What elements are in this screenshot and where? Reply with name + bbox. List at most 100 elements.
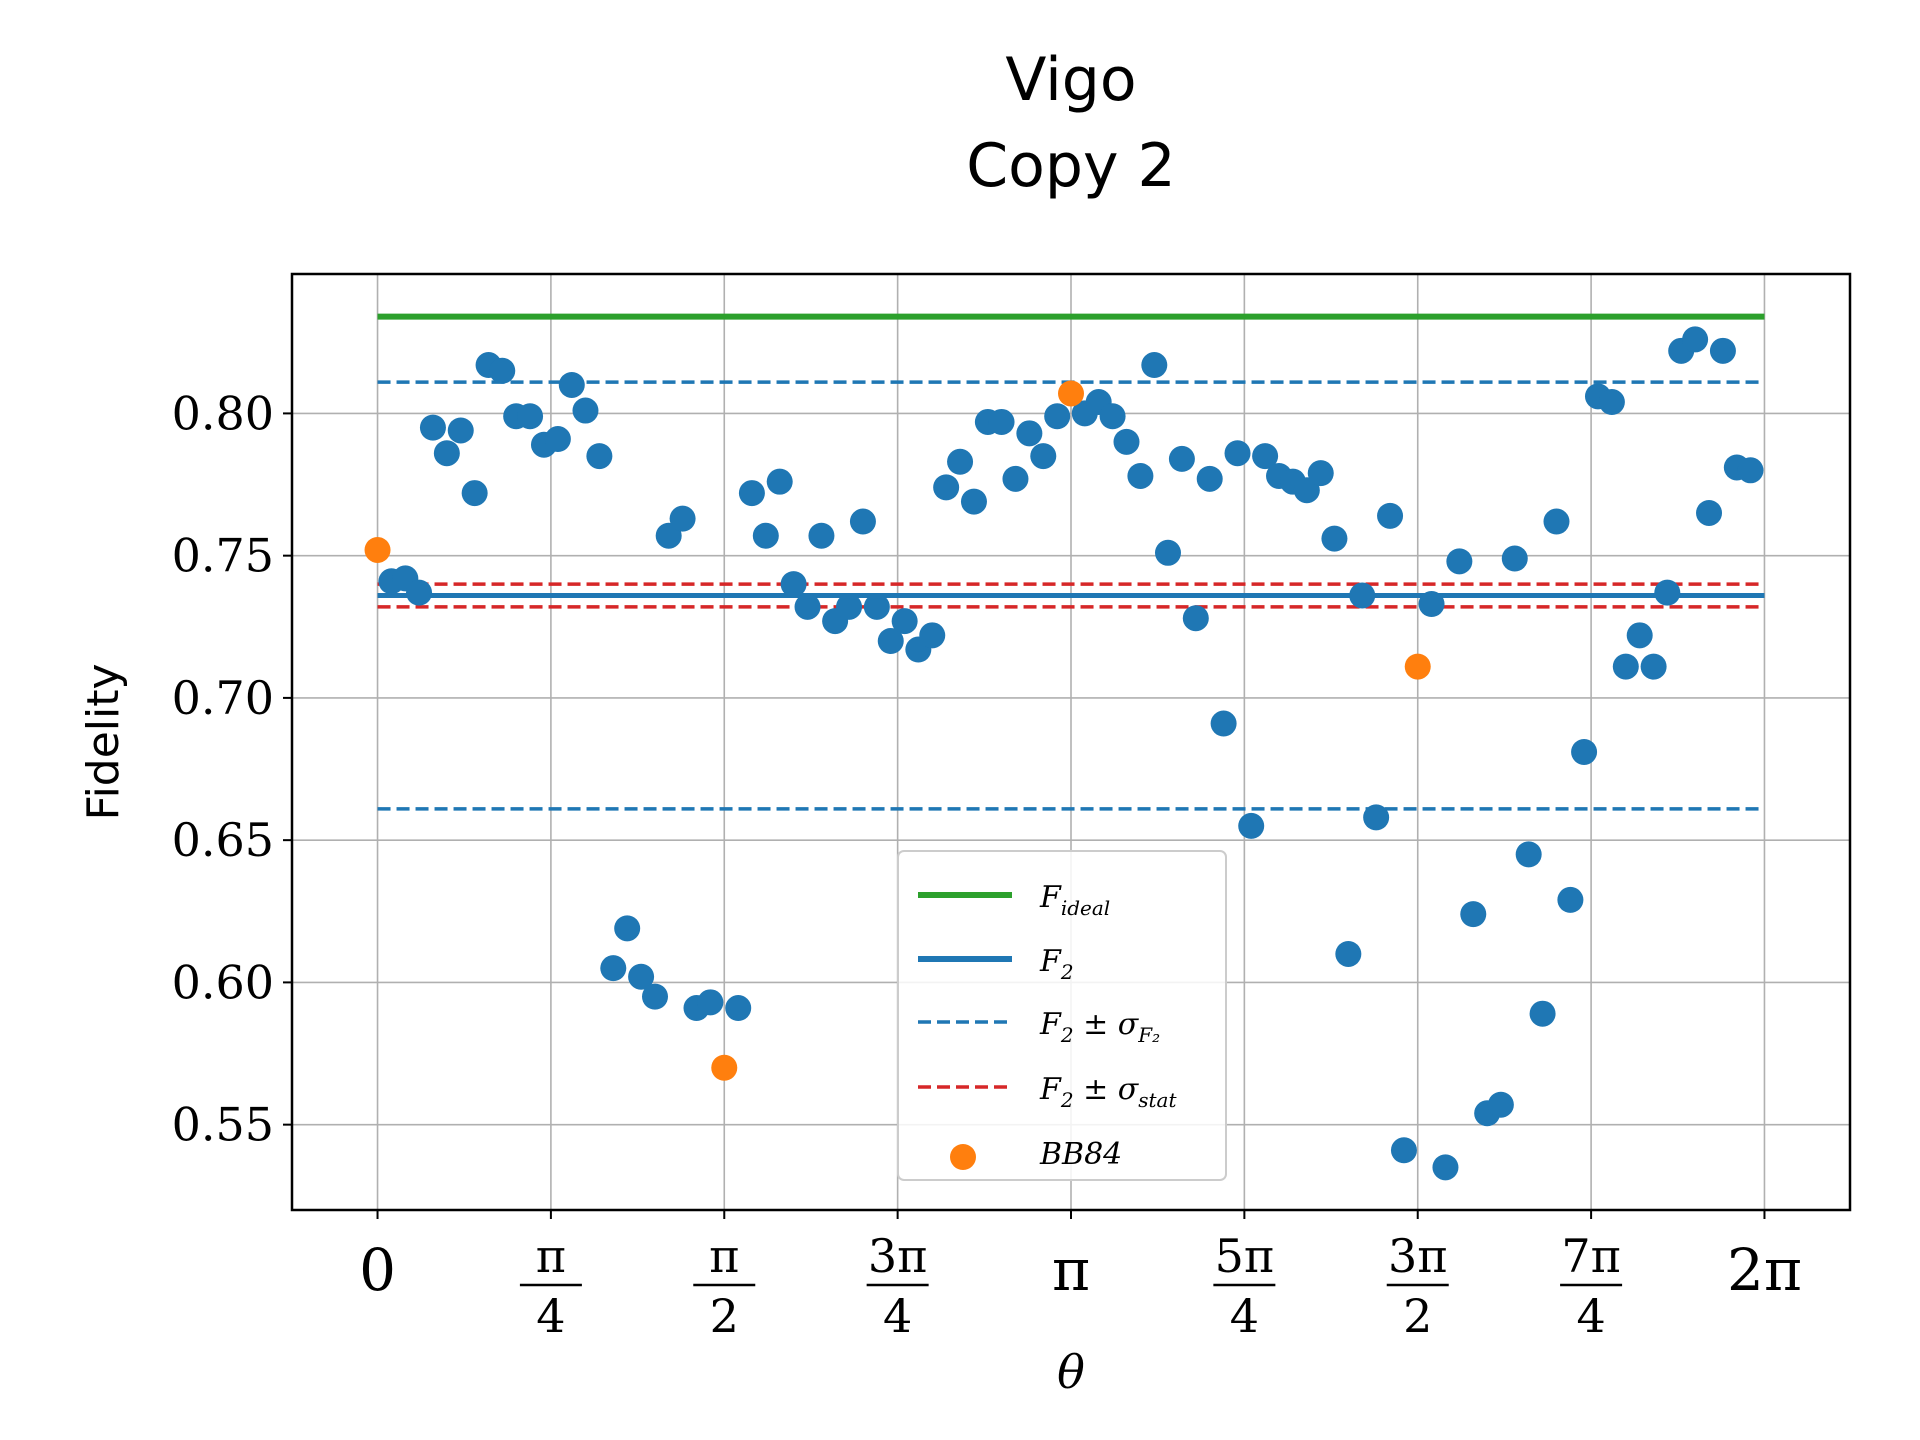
data-point — [1571, 738, 1598, 765]
data-point — [849, 508, 876, 535]
data-point — [1418, 591, 1445, 618]
data-point — [877, 628, 904, 655]
data-point — [1626, 622, 1653, 649]
data-point — [1224, 440, 1251, 467]
data-point — [1612, 653, 1639, 680]
y-axis-ticks: 0.55 0.60 0.65 0.70 0.75 0.80 — [172, 386, 292, 1152]
data-point — [517, 403, 544, 430]
data-point — [1349, 582, 1376, 609]
bb84-point — [1404, 653, 1431, 680]
legend-entry-F2: F2 — [918, 944, 1074, 984]
data-point — [461, 480, 488, 507]
data-point — [1432, 1154, 1459, 1181]
legend-label: F2 — [1039, 944, 1074, 984]
data-point — [1113, 428, 1140, 455]
x-tick-numerator: π — [709, 1229, 739, 1283]
data-point — [947, 448, 974, 475]
data-point — [738, 480, 765, 507]
x-tick-denominator: 2 — [710, 1289, 739, 1343]
legend-label: Fideal — [1039, 880, 1110, 920]
x-tick-label: 2π — [1727, 1236, 1802, 1304]
data-point — [1390, 1137, 1417, 1164]
data-point — [447, 417, 474, 444]
data-point — [1515, 841, 1542, 868]
x-tick-denominator: 4 — [536, 1289, 565, 1343]
data-point — [1099, 403, 1126, 430]
data-point — [794, 593, 821, 620]
data-point — [1154, 539, 1181, 566]
y-tick-label: 0.65 — [172, 813, 274, 867]
legend-entry-BB84: BB84 — [950, 1137, 1122, 1172]
legend-entry-F_ideal: Fideal — [918, 880, 1110, 920]
y-tick-label: 0.60 — [172, 955, 274, 1009]
data-point — [960, 488, 987, 515]
data-point — [919, 622, 946, 649]
data-point — [1252, 443, 1279, 470]
data-point — [600, 955, 627, 982]
data-point — [1696, 499, 1723, 526]
data-point — [752, 522, 779, 549]
data-point — [1377, 502, 1404, 529]
data-point — [614, 915, 641, 942]
x-tick-denominator: 4 — [1576, 1289, 1605, 1343]
data-point — [572, 397, 599, 424]
data-point — [1044, 403, 1071, 430]
grid — [292, 274, 1850, 1210]
data-point — [1654, 579, 1681, 606]
bb84-point — [364, 536, 391, 563]
data-point — [1640, 653, 1667, 680]
legend-entry-F2_stat: F2 ± σstat — [918, 1072, 1177, 1112]
data-point — [1307, 460, 1334, 487]
data-point — [697, 989, 724, 1016]
bb84-point — [1058, 380, 1084, 407]
data-point — [544, 426, 571, 453]
x-tick-numerator: 5π — [1215, 1229, 1275, 1283]
data-point — [489, 357, 516, 384]
data-point — [1709, 337, 1736, 364]
data-point — [1682, 326, 1709, 353]
data-point — [1196, 465, 1223, 492]
data-point — [808, 522, 835, 549]
x-tick-label: 0 — [359, 1236, 396, 1304]
y-tick-label: 0.55 — [172, 1098, 274, 1152]
data-points — [364, 326, 1764, 1181]
legend-box — [897, 850, 1227, 1181]
y-axis-label: Fidelity — [78, 663, 129, 820]
data-point — [1002, 465, 1029, 492]
legend-label: BB84 — [1039, 1137, 1122, 1172]
data-point — [988, 408, 1015, 435]
data-point — [586, 443, 613, 470]
data-point — [1529, 1000, 1556, 1027]
legend-entry-F2_sigma: F2 ± σF₂ — [918, 1007, 1160, 1047]
data-point — [766, 468, 793, 495]
y-tick-label: 0.75 — [172, 529, 274, 583]
data-point — [433, 440, 460, 467]
data-point — [1141, 352, 1168, 379]
data-point — [780, 571, 807, 598]
legend-label: F2 ± σF₂ — [1039, 1007, 1160, 1047]
x-tick-numerator: 7π — [1561, 1229, 1621, 1283]
x-axis-ticks: 0 π 4 π 2 3π 4 π 5π 4 3π 2 7π 4 2π — [359, 1210, 1802, 1343]
x-tick-numerator: 3π — [1388, 1229, 1448, 1283]
data-point — [1487, 1091, 1514, 1118]
legend-marker — [950, 1144, 976, 1170]
x-axis-label: θ — [1057, 1345, 1085, 1399]
x-tick-denominator: 4 — [883, 1289, 912, 1343]
x-tick-numerator: 3π — [868, 1229, 928, 1283]
data-point — [1446, 548, 1473, 575]
data-point — [1016, 420, 1043, 447]
data-point — [642, 983, 669, 1010]
data-point — [1127, 462, 1154, 489]
legend: Fideal F2 F2 ± σF₂ F2 ± σstat BB84 — [897, 850, 1227, 1181]
data-point — [933, 474, 960, 501]
chart-title: Vigo Copy 2 — [966, 45, 1175, 201]
data-point — [891, 608, 918, 635]
data-point — [406, 579, 433, 606]
data-point — [1460, 901, 1487, 928]
data-point — [1737, 457, 1764, 484]
data-point — [558, 371, 585, 398]
title-line: Copy 2 — [966, 131, 1175, 201]
data-point — [1363, 804, 1390, 831]
data-point — [419, 414, 446, 441]
